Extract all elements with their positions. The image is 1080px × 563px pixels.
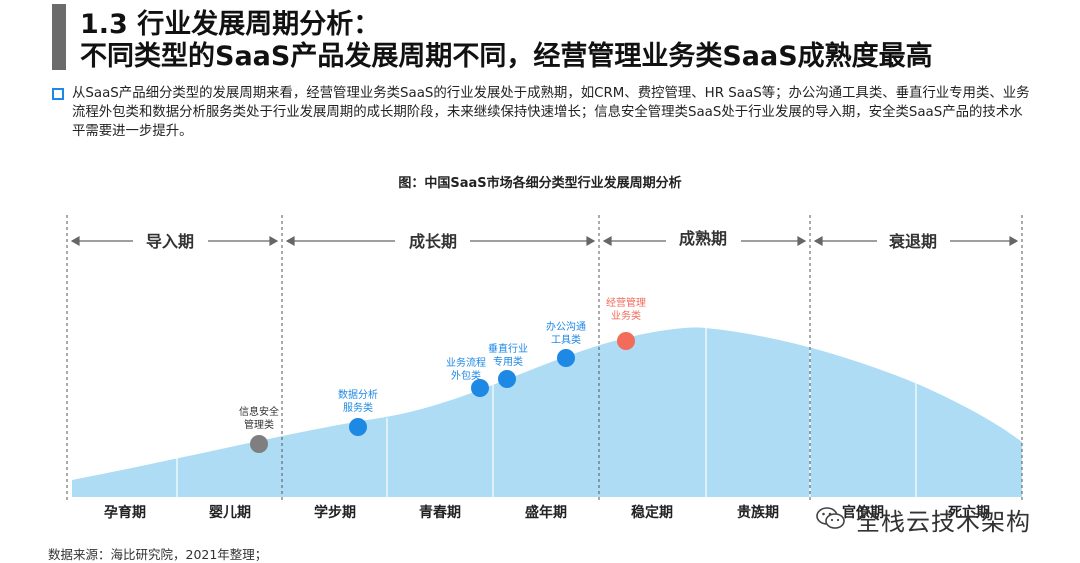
figure-title: 图：中国SaaS市场各细分类型行业发展周期分析 — [398, 176, 682, 191]
stage-label: 学步期 — [314, 504, 356, 521]
phase-label-introduction: 导入期 — [146, 232, 194, 251]
point-label: 经营管理 — [606, 296, 646, 309]
page-title-line2: 不同类型的SaaS产品发展周期不同，经营管理业务类SaaS成熟度最高 — [80, 41, 933, 72]
stage-label: 贵族期 — [737, 504, 779, 521]
stage-label: 青春期 — [419, 504, 461, 521]
stage-label: 稳定期 — [631, 504, 673, 521]
point-vertical — [498, 370, 516, 388]
point-label: 业务流程 — [446, 356, 486, 369]
phase-label-maturity: 成熟期 — [679, 229, 727, 248]
point-label: 专用类 — [493, 355, 523, 368]
data-source: 数据来源：海比研究院，2021年整理； — [48, 547, 268, 562]
page-title-line1: 1.3 行业发展周期分析： — [80, 9, 381, 40]
point-label: 外包类 — [451, 369, 481, 382]
point-label: 服务类 — [343, 401, 373, 414]
summary-paragraph: 从SaaS产品细分类型的发展周期来看，经营管理业务类SaaS的行业发展处于成熟期… — [72, 86, 1030, 139]
point-data-analysis — [349, 418, 367, 436]
lifecycle-curve-area — [72, 327, 1022, 497]
point-label: 办公沟通 — [546, 320, 586, 333]
point-label: 业务类 — [611, 309, 641, 322]
stage-label: 盛年期 — [525, 504, 567, 521]
point-label: 管理类 — [244, 418, 274, 431]
bullet-square-icon — [52, 88, 64, 100]
point-label: 信息安全 — [239, 405, 279, 418]
point-business-mgmt — [617, 332, 635, 350]
point-label: 垂直行业 — [488, 342, 528, 355]
point-security — [250, 435, 268, 453]
point-office — [557, 349, 575, 367]
wechat-account-name: 全栈云技术架构 — [856, 508, 1031, 536]
point-bpo — [471, 379, 489, 397]
stage-label: 死亡期 — [947, 504, 990, 521]
phase-label-decline: 衰退期 — [888, 232, 937, 251]
point-label: 数据分析 — [338, 388, 378, 401]
title-accent-bar — [52, 4, 66, 70]
point-label: 工具类 — [551, 333, 581, 346]
stage-label: 婴儿期 — [209, 504, 251, 521]
wechat-icon — [816, 507, 845, 529]
phase-label-growth: 成长期 — [409, 232, 457, 251]
stage-label: 孕育期 — [104, 504, 146, 521]
stage-label: 官僚期 — [842, 504, 884, 521]
wechat-watermark: 全栈云技术架构 — [816, 500, 1066, 536]
